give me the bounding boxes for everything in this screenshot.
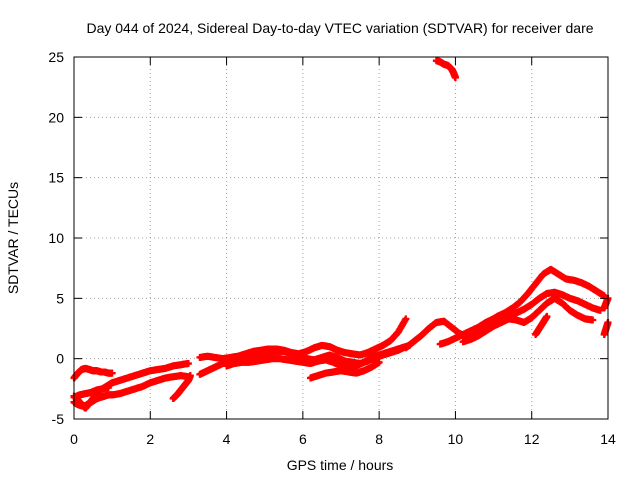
data-point xyxy=(451,74,459,82)
y-tick-label: 5 xyxy=(56,290,64,306)
grid-lines xyxy=(74,57,608,419)
data-point xyxy=(186,372,194,380)
x-tick-label: 14 xyxy=(600,431,616,447)
data-point xyxy=(108,369,116,377)
data-point xyxy=(543,312,551,320)
data-point xyxy=(104,384,112,392)
y-tick-label: 25 xyxy=(48,49,64,65)
x-tick-label: 8 xyxy=(375,431,383,447)
x-tick-label: 2 xyxy=(146,431,154,447)
x-tick-label: 12 xyxy=(524,431,540,447)
series-arc-10 xyxy=(402,265,608,352)
series-arc-13 xyxy=(532,312,551,339)
data-point xyxy=(589,316,597,324)
data-point xyxy=(375,358,383,366)
series-arc-8 xyxy=(223,341,414,372)
y-tick-label: 0 xyxy=(56,351,64,367)
y-tick-label: -5 xyxy=(52,411,65,427)
data-point xyxy=(184,359,192,367)
series-arc-14 xyxy=(600,318,612,339)
chart-title: Day 044 of 2024, Sidereal Day-to-day VTE… xyxy=(86,20,593,36)
y-tick-label: 20 xyxy=(48,109,64,125)
series-arc-1 xyxy=(70,364,116,382)
axis-ticks: 0 2 4 6 8 10 12 14 -5 0 5 10 15 20 25 xyxy=(48,49,616,447)
y-tick-label: 10 xyxy=(48,230,64,246)
x-tick-label: 0 xyxy=(70,431,78,447)
series-arc-12 xyxy=(459,294,597,346)
series-arc-9 xyxy=(306,358,383,382)
series-arc-11 xyxy=(436,288,604,348)
y-tick-label: 15 xyxy=(48,170,64,186)
series-arc-5 xyxy=(169,372,194,402)
x-tick-label: 4 xyxy=(223,431,231,447)
data-points xyxy=(70,57,612,412)
series-arc-4 xyxy=(70,384,112,401)
x-tick-label: 6 xyxy=(299,431,307,447)
data-point xyxy=(402,315,410,323)
series-arc-16 xyxy=(432,57,459,82)
y-axis-label: SDTVAR / TECUs xyxy=(5,182,21,294)
data-point xyxy=(596,306,604,314)
x-tick-label: 10 xyxy=(448,431,464,447)
x-axis-label: GPS time / hours xyxy=(287,457,394,473)
